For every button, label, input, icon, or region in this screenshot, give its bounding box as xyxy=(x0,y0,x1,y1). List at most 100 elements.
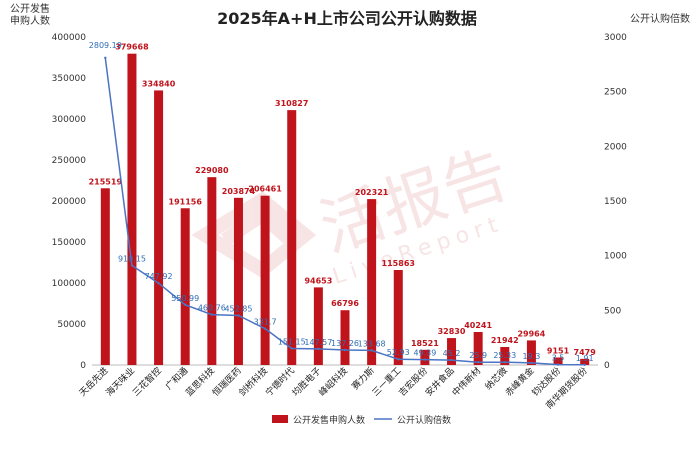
line-point xyxy=(317,347,320,351)
bar xyxy=(180,208,190,365)
bar xyxy=(207,177,217,365)
x-tick-label: 赛力斯 xyxy=(349,365,377,393)
bar xyxy=(100,188,110,365)
left-axis-label-line2: 申购人数 xyxy=(10,14,50,27)
left-axis-label-line1: 公开发售 xyxy=(10,2,50,15)
line-value-label: 147.57 xyxy=(304,338,332,347)
bar-value-label: 66796 xyxy=(331,299,359,308)
line-point xyxy=(530,361,533,365)
chart-title: 2025年A+H上市公司公开认购数据 xyxy=(217,9,477,28)
bar-value-label: 215519 xyxy=(89,177,123,186)
line-value-label: 747.92 xyxy=(145,272,173,281)
line-value-label: 133.68 xyxy=(358,339,386,348)
y-left-tick-label: 400000 xyxy=(52,33,87,43)
line-point xyxy=(423,358,427,361)
y-right-tick-label: 500 xyxy=(604,306,621,316)
line-value-label: 460.76 xyxy=(198,304,226,313)
y-left-tick-label: 0 xyxy=(80,361,86,371)
line-value-label: 49.39 xyxy=(413,349,436,358)
line-point xyxy=(343,348,347,352)
bar-value-label: 18521 xyxy=(411,339,439,348)
line-value-label: 45.2 xyxy=(443,349,461,358)
bar xyxy=(287,110,297,365)
line-point xyxy=(210,313,214,316)
line-point xyxy=(157,282,160,285)
y-right-tick-label: 1500 xyxy=(604,197,627,207)
bars: 215519 379668 334840 191156 229080 2038742064… xyxy=(89,43,597,365)
line-value-label: 137.26 xyxy=(331,339,359,348)
right-axis-label: 公开认购倍数 xyxy=(630,12,690,25)
x-tick-label: 广和通 xyxy=(163,365,191,393)
bar xyxy=(313,287,323,365)
x-tick-label: 三花智控 xyxy=(130,365,164,399)
bar-value-label: 191156 xyxy=(169,197,203,206)
bar xyxy=(367,199,377,365)
line-value-label: 331.7 xyxy=(254,318,277,327)
x-axis-labels: 天岳先进海天味业三花智控 广和通蓝思科技恒瑞医药剑桥科技宁德时代均胜电子峰岹科技赛… xyxy=(76,365,589,412)
bar-value-label: 40241 xyxy=(464,321,492,330)
y-left-tick-label: 50000 xyxy=(57,320,86,330)
y-left-tick-label: 300000 xyxy=(52,115,87,125)
bar-value-label: 202321 xyxy=(355,188,389,197)
bar-value-label: 379668 xyxy=(115,43,149,52)
y-left-tick-label: 250000 xyxy=(52,156,87,166)
bar xyxy=(420,349,430,365)
bar-value-label: 229080 xyxy=(195,166,229,175)
bar xyxy=(500,347,510,365)
bar xyxy=(154,90,164,365)
line-point xyxy=(370,349,373,352)
y-right-tick-label: 1000 xyxy=(604,252,627,262)
bar-value-label: 7479 xyxy=(574,348,597,357)
line-value-label: 3.5 xyxy=(552,354,565,363)
line-value-label: 2809.19 xyxy=(89,41,122,50)
line-layer: 2809.19 910.15 747.92 550.99460.76452.85331… xyxy=(89,41,594,366)
line-value-label: 550.99 xyxy=(171,294,199,303)
line-point xyxy=(263,327,267,330)
x-tick-label: 纳芯微 xyxy=(482,365,510,393)
watermark: 活报告 LiveReport xyxy=(191,137,517,290)
bar xyxy=(580,358,590,365)
bar-value-label: 32830 xyxy=(438,327,466,336)
bar-value-label: 203874 xyxy=(222,187,256,196)
bar xyxy=(553,357,563,365)
bar xyxy=(260,195,270,365)
bar-value-label: 206461 xyxy=(248,185,282,194)
bar-value-label: 9151 xyxy=(547,346,570,355)
legend-bar-swatch xyxy=(272,415,288,423)
x-tick-label: 中伟新材 xyxy=(449,365,483,399)
y-left-tick-label: 150000 xyxy=(52,238,87,248)
legend-line-label: 公开认购倍数 xyxy=(397,414,451,426)
y-right-tick-label: 2500 xyxy=(604,88,627,98)
line-point xyxy=(184,303,187,306)
line-point xyxy=(290,347,293,350)
line-value-label: 1.91 xyxy=(576,354,594,363)
line-value-label: 452.85 xyxy=(224,304,252,313)
line-value-label: 25.33 xyxy=(493,351,516,360)
line-value-label: 151.15 xyxy=(278,337,306,346)
line-value-label: 52.93 xyxy=(387,348,410,357)
y-right-tick-label: 2000 xyxy=(604,142,627,152)
bar xyxy=(447,338,457,365)
bar xyxy=(526,340,536,365)
line-point xyxy=(583,363,586,366)
line-point xyxy=(503,361,506,364)
y-left-tick-label: 350000 xyxy=(52,74,87,84)
y-right-tick-label: 0 xyxy=(604,361,610,371)
bar xyxy=(127,53,137,365)
y-left-tick-label: 100000 xyxy=(52,279,87,289)
bar xyxy=(473,332,483,365)
line-value-label: 19.3 xyxy=(523,352,541,361)
bar xyxy=(340,310,350,365)
y-left-tick-label: 200000 xyxy=(52,197,87,207)
line-value-label: 25.9 xyxy=(469,351,487,360)
axes: 0 50000 100000 150000 200000 250000 300000 3500… xyxy=(52,33,628,371)
line-point xyxy=(450,358,453,362)
bar-value-label: 21942 xyxy=(491,336,519,345)
line-point xyxy=(104,56,107,60)
legend: 公开发售申购人数 公开认购倍数 xyxy=(272,414,451,426)
bar-value-label: 94653 xyxy=(304,276,332,285)
bar-value-label: 115863 xyxy=(382,259,415,268)
line-value-label: 910.15 xyxy=(118,254,146,263)
